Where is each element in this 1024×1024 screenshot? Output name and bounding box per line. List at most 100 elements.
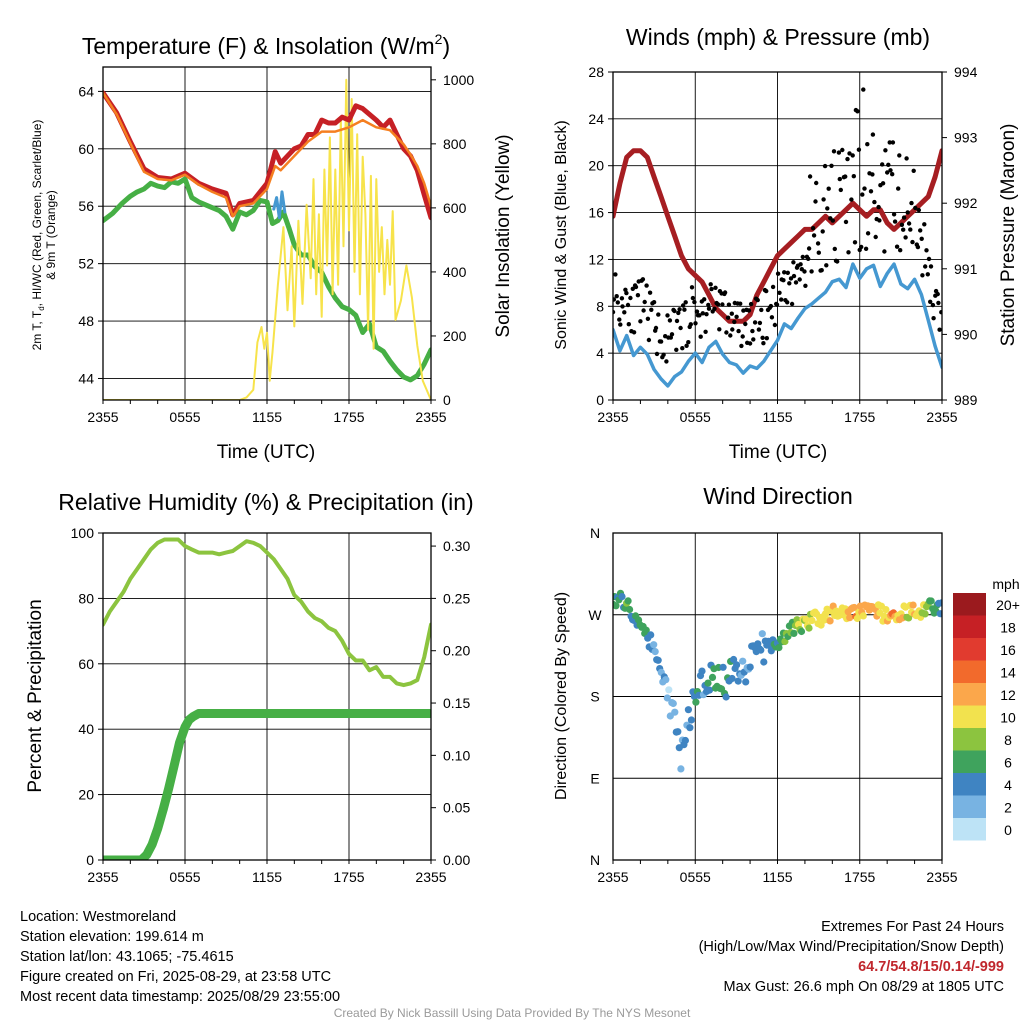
gust-point xyxy=(613,272,618,277)
gust-point xyxy=(899,222,905,227)
colorbar-label: 20+ xyxy=(996,597,1020,613)
gust-point xyxy=(614,294,619,299)
direction-point xyxy=(669,699,677,708)
sonic-wind-line xyxy=(613,262,942,388)
wind-ylabel-right: Station Pressure (Maroon) xyxy=(998,124,1019,347)
gust-point xyxy=(626,322,631,327)
gust-point xyxy=(789,301,795,307)
humidity-line xyxy=(103,537,431,688)
gust-point xyxy=(855,109,860,114)
gust-point xyxy=(903,235,908,240)
wind-axes: 2355 0555 1155 1755 235504812162024289899909… xyxy=(588,64,977,425)
gust-point xyxy=(712,306,717,311)
rh-xtick-label: 0555 xyxy=(169,869,200,885)
direction-point xyxy=(746,663,754,671)
direction-point xyxy=(686,724,694,732)
direction-point xyxy=(734,677,742,685)
direction-point xyxy=(674,728,682,736)
gust-point xyxy=(928,299,933,304)
gust-point xyxy=(791,260,796,265)
gust-point xyxy=(882,249,887,254)
gust-point xyxy=(760,335,765,340)
gust-point xyxy=(890,140,896,145)
rh-ytick-label: 20 xyxy=(78,787,94,803)
direction-point xyxy=(730,655,738,664)
gust-point xyxy=(939,310,942,315)
gust-point xyxy=(726,302,732,307)
gust-point xyxy=(740,334,745,339)
rh-xtick-label: 2355 xyxy=(87,869,118,885)
direction-point xyxy=(704,679,712,687)
direction-point xyxy=(921,610,929,618)
direction-point xyxy=(708,673,717,682)
direction-point xyxy=(797,627,806,636)
gust-point xyxy=(717,327,722,332)
gust-point xyxy=(651,300,657,305)
wind-xtick-label: 0555 xyxy=(680,409,711,425)
temperature-line xyxy=(103,90,431,221)
dir-xtick-label: 1755 xyxy=(844,869,875,885)
gust-point xyxy=(803,283,808,288)
gust-point xyxy=(646,337,652,343)
gust-point xyxy=(761,341,766,346)
gust-point xyxy=(819,268,824,273)
direction-point xyxy=(728,674,736,683)
wind-ytick-label: 20 xyxy=(588,158,604,174)
gust-point xyxy=(706,306,712,311)
colorbar-swatch xyxy=(953,773,986,796)
dewpoint-line xyxy=(103,176,431,383)
rh-y2tick-label: 0.05 xyxy=(443,800,470,816)
wind-y2tick-label: 993 xyxy=(954,130,978,146)
gust-point xyxy=(937,327,942,332)
temp-ylabel-right: Solar Insolation (Yellow) xyxy=(493,134,514,337)
direction-point xyxy=(626,605,634,614)
gust-point xyxy=(898,248,903,253)
gust-point xyxy=(837,176,842,182)
gust-point xyxy=(779,297,784,302)
gust-point xyxy=(856,147,862,152)
gust-point xyxy=(664,359,669,364)
dir-ytick-label: E xyxy=(590,770,599,786)
gust-point xyxy=(930,302,936,308)
wind-y2tick-label: 992 xyxy=(954,195,978,211)
direction-point xyxy=(722,693,730,701)
direction-point xyxy=(719,663,727,671)
colorbar-label: 16 xyxy=(1000,642,1016,658)
gust-point xyxy=(706,302,711,308)
wind-xtick-label: 2355 xyxy=(597,409,628,425)
gust-point xyxy=(641,308,646,313)
gust-point xyxy=(824,263,829,268)
colorbar-swatch xyxy=(953,750,986,773)
max-gust-text: Max Gust: 26.6 mph On 08/29 at 1805 UTC xyxy=(723,979,1004,995)
gust-point xyxy=(847,151,852,156)
wind-xtick-label: 2355 xyxy=(926,409,957,425)
gust-point xyxy=(672,308,677,314)
dir-title: Wind Direction xyxy=(703,483,853,509)
gust-point xyxy=(908,227,913,232)
gust-point xyxy=(928,264,934,269)
gust-point xyxy=(809,269,814,274)
gust-point xyxy=(623,287,628,292)
gust-point xyxy=(647,290,653,295)
gust-point xyxy=(656,312,661,317)
gust-point xyxy=(678,325,683,331)
gust-point xyxy=(913,205,918,211)
gust-point xyxy=(915,244,921,250)
direction-point xyxy=(613,602,620,610)
rh-plot-border xyxy=(102,532,432,861)
gust-point xyxy=(700,311,705,316)
gust-point xyxy=(885,170,890,175)
gust-point xyxy=(665,313,670,318)
direction-point xyxy=(739,657,747,665)
gust-point xyxy=(748,301,754,307)
temp-ytick-label: 60 xyxy=(78,141,94,157)
gust-point xyxy=(640,277,646,282)
windchill-line xyxy=(272,190,287,220)
gust-point xyxy=(910,239,915,245)
direction-point xyxy=(698,667,706,675)
gust-point xyxy=(797,277,802,282)
gust-point xyxy=(752,320,758,325)
temp-ytick-label: 52 xyxy=(78,256,94,272)
direction-point xyxy=(742,678,750,686)
